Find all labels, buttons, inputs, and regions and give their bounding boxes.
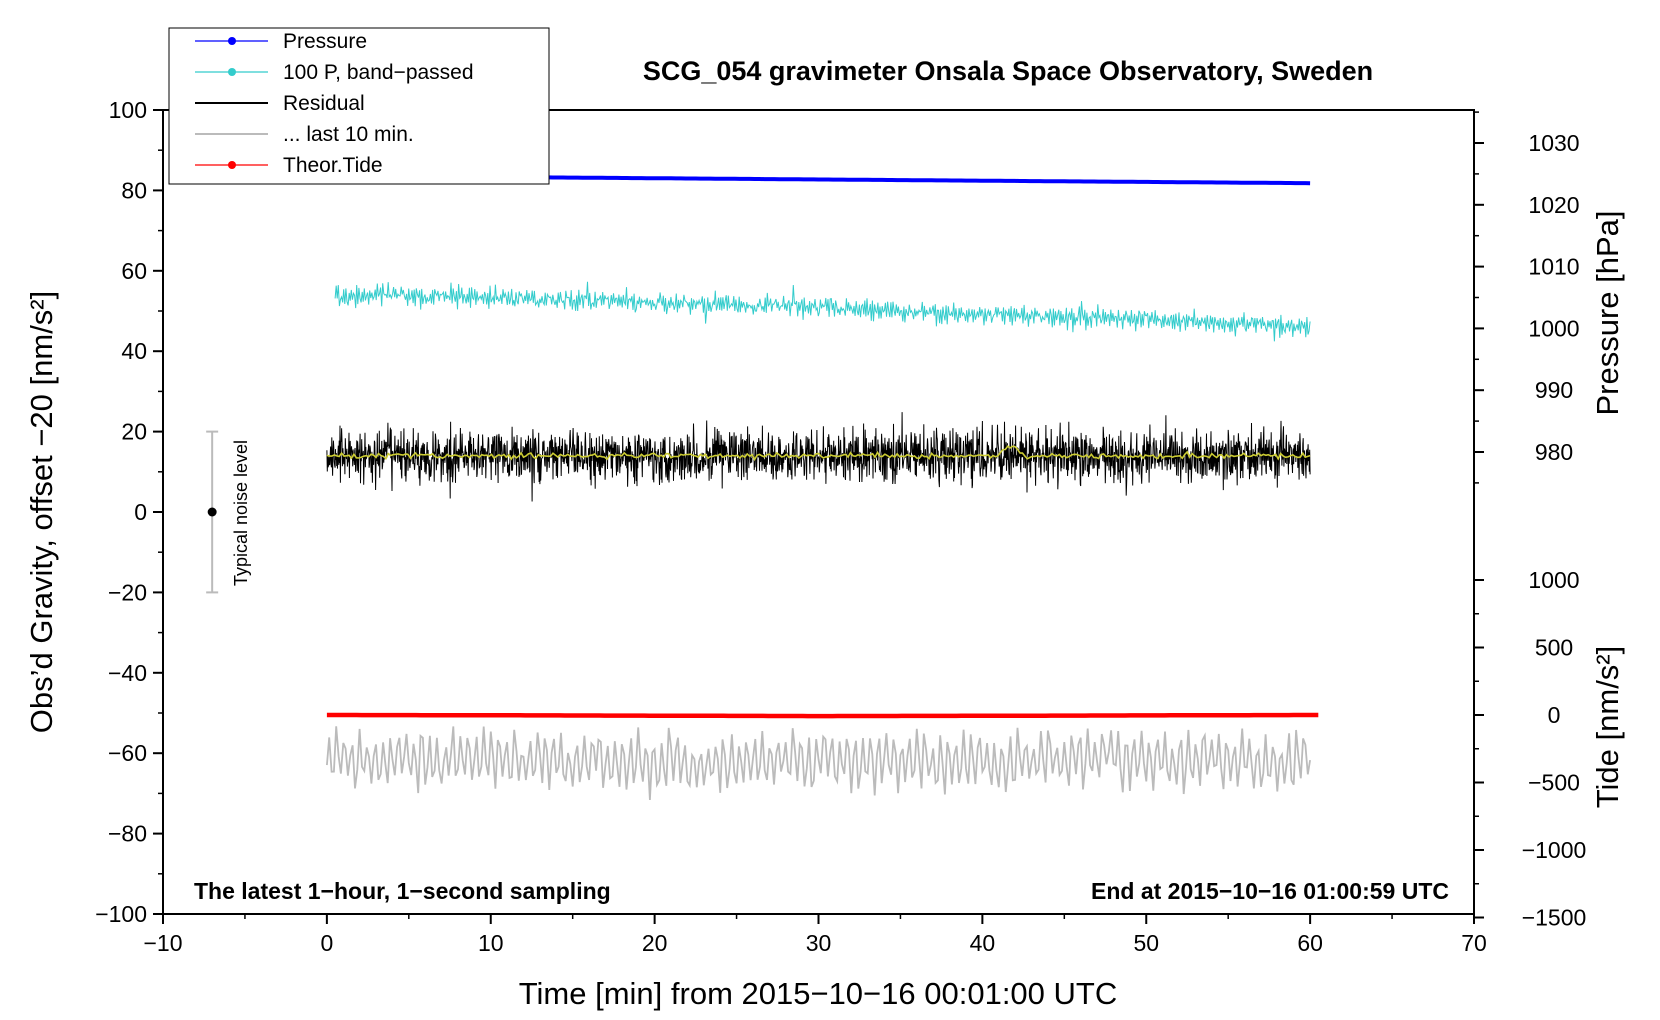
y-tick-label-10: −100 <box>95 901 147 927</box>
series-residual-line <box>326 412 1311 502</box>
series-layer <box>326 173 1319 801</box>
y-axis-label: Obs’d Gravity, offset −20 [nm/s²] <box>24 291 59 734</box>
sampling-note: The latest 1−hour, 1−second sampling <box>194 878 611 904</box>
tide-tick-label-4: −1000 <box>1522 837 1587 863</box>
y-tick-label-0: 100 <box>109 97 147 123</box>
y-tick-label-4: 20 <box>121 419 147 445</box>
y-tick-label-8: −60 <box>108 740 147 766</box>
pressure-tick-label-1: 1020 <box>1528 192 1579 218</box>
smoothed-residual-line <box>326 445 1311 462</box>
y-tick-label-2: 60 <box>121 258 147 284</box>
y-tick-label-7: −40 <box>108 660 147 686</box>
x-tick-label-8: 70 <box>1461 930 1487 956</box>
legend: Pressure 100 P, band−passed Residual ... la… <box>168 27 550 185</box>
noise-level-label: Typical noise level <box>231 440 251 586</box>
y-tick-label-9: −80 <box>108 821 147 847</box>
noise-level-indicator <box>206 430 219 594</box>
series-theor-tide-line <box>326 712 1319 719</box>
legend-dot-4 <box>228 161 236 169</box>
pressure-tick-label-2: 1010 <box>1528 254 1579 280</box>
x-tick-label-3: 20 <box>642 930 668 956</box>
y-axis-ticks: 100 80 60 40 20 0 −20 −40 −60 −80 −100 <box>95 97 163 927</box>
end-time-note: End at 2015−10−16 01:00:59 UTC <box>1091 878 1449 904</box>
pressure-axis-label: Pressure [hPa] <box>1590 210 1625 415</box>
legend-label-1: 100 P, band−passed <box>283 61 474 84</box>
y-tick-label-5: 0 <box>134 499 147 525</box>
x-tick-label-6: 50 <box>1133 930 1159 956</box>
noise-level-center-dot <box>207 507 217 517</box>
y-tick-label-3: 40 <box>121 338 147 364</box>
tide-tick-label-0: 1000 <box>1528 567 1579 593</box>
tide-tick-label-3: −500 <box>1528 770 1580 796</box>
x-tick-label-2: 10 <box>478 930 504 956</box>
series-band-passed-line <box>334 281 1311 342</box>
tide-tick-label-5: −1500 <box>1522 905 1587 931</box>
pressure-tick-label-3: 1000 <box>1528 315 1579 341</box>
x-tick-label-7: 60 <box>1297 930 1323 956</box>
x-axis-label: Time [min] from 2015−10−16 00:01:00 UTC <box>519 976 1118 1011</box>
x-axis-ticks: −10 0 10 20 30 40 50 60 70 <box>143 914 1487 956</box>
y-tick-label-6: −20 <box>108 579 147 605</box>
legend-label-3: ... last 10 min. <box>283 123 414 146</box>
legend-box <box>168 27 550 185</box>
pressure-tick-label-4: 990 <box>1535 377 1573 403</box>
tide-tick-label-1: 500 <box>1535 635 1573 661</box>
chart-title: SCG_054 gravimeter Onsala Space Observat… <box>643 56 1373 86</box>
pressure-tick-label-0: 1030 <box>1528 130 1579 156</box>
x-tick-label-0: −10 <box>143 930 182 956</box>
tide-axis-label: Tide [nm/s²] <box>1590 646 1625 809</box>
x-tick-label-1: 0 <box>320 930 333 956</box>
series-last-10-min-line <box>326 726 1311 801</box>
legend-label-2: Residual <box>283 92 365 115</box>
pressure-axis-ticks: 1030 1020 1010 1000 990 980 <box>1474 111 1580 484</box>
tide-axis-ticks: 1000 500 0 −500 −1000 −1500 <box>1474 567 1586 931</box>
pressure-tick-label-5: 980 <box>1535 439 1573 465</box>
legend-label-4: Theor.Tide <box>283 154 383 177</box>
legend-label-0: Pressure <box>283 30 367 53</box>
x-tick-label-5: 40 <box>970 930 996 956</box>
legend-dot-1 <box>228 68 236 76</box>
y-tick-label-1: 80 <box>121 177 147 203</box>
tide-tick-label-2: 0 <box>1548 702 1561 728</box>
x-tick-label-4: 30 <box>806 930 832 956</box>
legend-dot-0 <box>228 37 236 45</box>
